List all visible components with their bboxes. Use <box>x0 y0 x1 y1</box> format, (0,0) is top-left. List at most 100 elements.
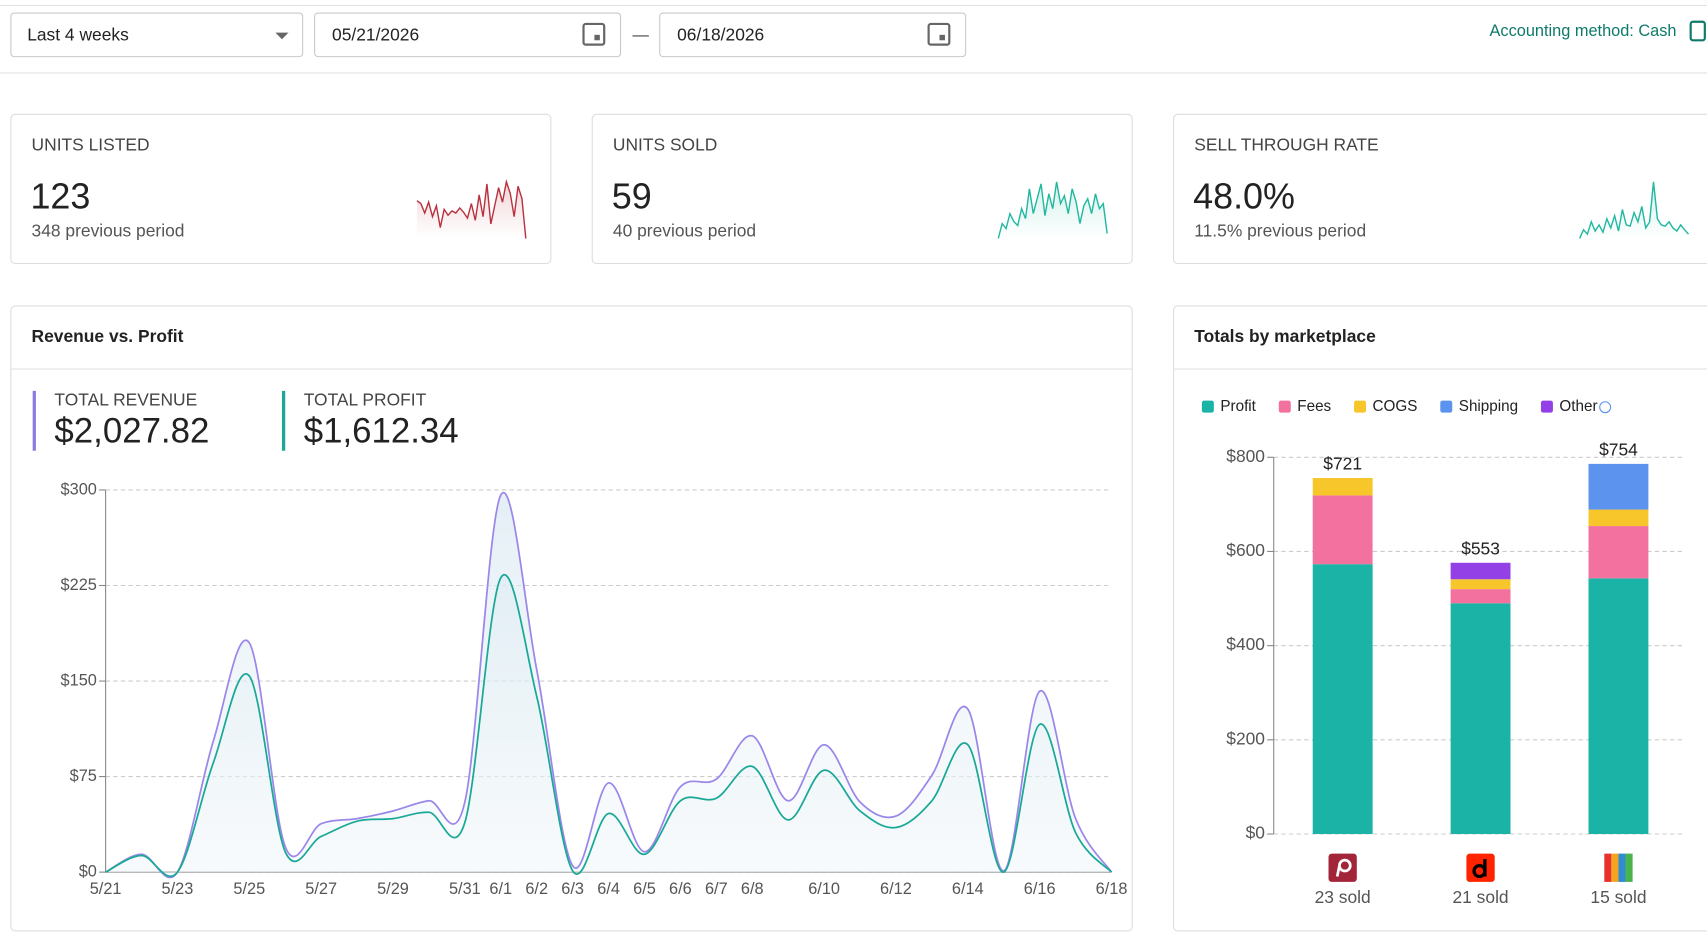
legend-label[interactable]: Other <box>1559 398 1597 415</box>
x-tick-label: 6/10 <box>808 880 840 898</box>
summary-bar <box>281 390 286 451</box>
bar-segment <box>1588 578 1649 835</box>
kpi-card <box>10 113 552 265</box>
legend-label[interactable]: Shipping <box>1459 398 1518 415</box>
calendar-icon-dot <box>939 34 945 41</box>
line-chart: TOTAL REVENUE $2,027.82 TOTAL PROFIT $1,612… <box>32 389 1128 898</box>
sparkline <box>997 181 1108 239</box>
kpi-card <box>591 113 1133 265</box>
y-tick-label: $400 <box>1226 634 1265 654</box>
bar-chart: Profit Fees COGS Shipping Other $0 $200 $400 $60… <box>1201 398 1682 907</box>
select-label: Last 4 weeks <box>27 25 129 45</box>
date-text: 06/18/2026 <box>677 25 764 45</box>
calculator-icon[interactable] <box>1689 20 1706 42</box>
x-tick-label: 6/2 <box>525 880 548 898</box>
summary-value: $2,027.82 <box>54 412 209 451</box>
sparkline-area <box>1579 181 1689 239</box>
kpi-previous: 348 previous period <box>32 221 185 241</box>
range-select[interactable]: Last 4 weeks <box>10 12 304 58</box>
marketplace-icon <box>1604 853 1612 882</box>
y-tick-label: $200 <box>1226 728 1265 748</box>
date-text: 05/21/2026 <box>332 25 419 45</box>
x-tick-label: 21 sold <box>1452 887 1508 907</box>
kpi-value: 123 <box>30 176 90 217</box>
kpi-card <box>1173 113 1707 265</box>
kpi-cards: UNITS LISTED 123 348 previous period UNITS … <box>10 113 1707 265</box>
bar-segment <box>1450 589 1511 604</box>
x-tick-label: 6/16 <box>1024 880 1056 898</box>
x-tick-label: 5/25 <box>233 880 265 898</box>
summary-label: TOTAL REVENUE <box>54 389 197 409</box>
calendar-icon[interactable] <box>582 22 606 46</box>
date-box[interactable] <box>314 12 622 58</box>
x-tick-label: 5/29 <box>377 880 409 898</box>
panel <box>10 305 1133 932</box>
select-box[interactable] <box>10 12 304 58</box>
legend-swatch[interactable] <box>1440 400 1453 413</box>
x-tick-label: 6/1 <box>489 880 512 898</box>
series-line <box>105 491 1113 879</box>
info-icon[interactable] <box>1599 401 1612 414</box>
marketplace-icon-mark <box>1335 865 1341 877</box>
kpi-previous: 11.5% previous period <box>1194 221 1366 241</box>
summary-label: TOTAL PROFIT <box>304 389 427 409</box>
y-tick-label: $800 <box>1226 446 1265 466</box>
total-label: $553 <box>1461 538 1500 558</box>
kpi-value: 48.0% <box>1193 176 1295 217</box>
total-label: $754 <box>1599 439 1638 459</box>
calendar-icon-dot <box>594 34 600 41</box>
start-date[interactable]: 05/21/2026 <box>314 12 622 58</box>
summary-value: $1,612.34 <box>304 412 459 451</box>
bar-segment <box>1588 509 1649 527</box>
x-tick-label: 15 sold <box>1590 887 1646 907</box>
calendar-icon[interactable] <box>927 22 951 46</box>
panel <box>1173 305 1707 932</box>
kpi-title: SELL THROUGH RATE <box>1194 134 1378 154</box>
legend-label[interactable]: COGS <box>1373 398 1418 415</box>
bar-segment <box>1312 564 1373 835</box>
x-tick-label: 6/12 <box>880 880 912 898</box>
sparkline-area <box>416 181 526 239</box>
legend-label[interactable]: Fees <box>1297 398 1331 415</box>
accounting-method[interactable]: Accounting method: Cash <box>1490 22 1677 40</box>
x-tick-label: 6/5 <box>633 880 656 898</box>
y-tick-label: $150 <box>61 671 97 689</box>
bar-segment <box>1588 463 1649 510</box>
legend-label[interactable]: Profit <box>1220 398 1256 415</box>
y-tick-label: $300 <box>61 480 97 498</box>
bar-segment <box>1312 478 1373 496</box>
marketplace-icon <box>1625 853 1633 882</box>
sparkline <box>416 179 527 239</box>
y-tick-label: $75 <box>70 767 97 785</box>
x-tick-label: 6/18 <box>1096 880 1128 898</box>
panel-title: Totals by marketplace <box>1194 326 1376 346</box>
date-box[interactable] <box>659 12 967 58</box>
kpi-value: 59 <box>612 176 652 217</box>
end-date[interactable]: 06/18/2026 <box>659 12 967 58</box>
x-tick-label: 6/4 <box>597 880 620 898</box>
marketplace-icon <box>1618 853 1626 882</box>
sparkline <box>1578 181 1690 239</box>
kpi-previous: 40 previous period <box>613 221 756 241</box>
dropdown-arrow <box>275 32 289 40</box>
x-tick-label: 6/6 <box>669 880 692 898</box>
sparkline-area <box>998 181 1108 239</box>
kpi-title: UNITS LISTED <box>32 134 150 154</box>
y-tick-label: $225 <box>61 576 97 594</box>
x-tick-label: 6/14 <box>952 880 984 898</box>
legend-swatch[interactable] <box>1278 400 1291 413</box>
bar-segment <box>1450 603 1511 835</box>
legend-swatch[interactable] <box>1354 400 1367 413</box>
x-tick-label: 5/21 <box>90 880 122 898</box>
legend-swatch[interactable] <box>1540 400 1553 413</box>
x-tick-label: 6/3 <box>561 880 584 898</box>
summary-bar <box>32 390 36 451</box>
x-tick-label: 5/27 <box>305 880 337 898</box>
y-tick-label: $0 <box>1246 823 1265 843</box>
x-tick-label: 23 sold <box>1315 887 1371 907</box>
legend-swatch[interactable] <box>1201 400 1214 413</box>
x-tick-label: 6/7 <box>705 880 728 898</box>
marketplace-icon <box>1611 853 1619 882</box>
x-tick-label: 6/8 <box>741 880 764 898</box>
